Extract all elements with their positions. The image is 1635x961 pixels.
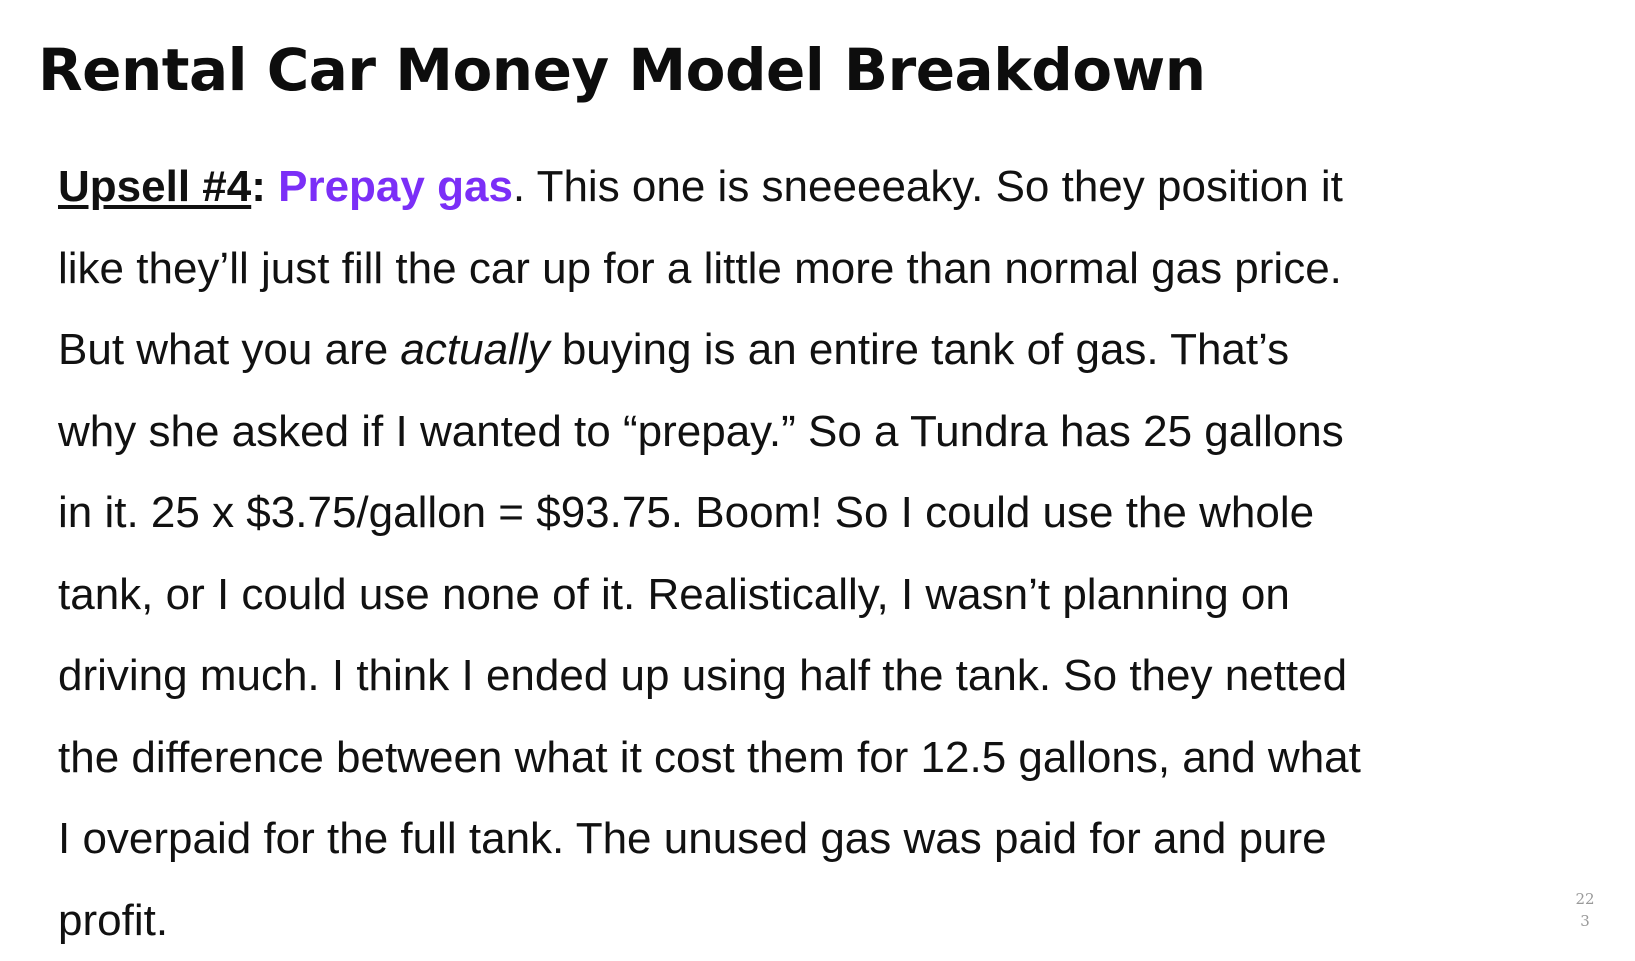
paragraph-line-1: Upsell #4: Prepay gas. This one is sneee… (58, 146, 1578, 228)
paragraph-line-5: in it. 25 x $3.75/gallon = $93.75. Boom!… (58, 472, 1578, 554)
upsell-label: Upsell #4 (58, 162, 251, 211)
line-3-after: buying is an entire tank of gas. That’s (550, 325, 1290, 374)
upsell-colon: : (251, 162, 266, 211)
paragraph-line-7: driving much. I think I ended up using h… (58, 635, 1578, 717)
paragraph-line-3: But what you are actually buying is an e… (58, 309, 1578, 391)
line-3-before: But what you are (58, 325, 400, 374)
paragraph-line-8: the difference between what it cost them… (58, 717, 1578, 799)
upsell-highlight: Prepay gas (278, 162, 513, 211)
paragraph-line-6: tank, or I could use none of it. Realist… (58, 554, 1578, 636)
paragraph-line-10: profit. (58, 880, 1578, 961)
line-3-emphasis: actually (400, 325, 549, 374)
body-paragraph: Upsell #4: Prepay gas. This one is sneee… (58, 146, 1578, 961)
slide-title: Rental Car Money Model Breakdown (38, 36, 1206, 104)
paragraph-line-9: I overpaid for the full tank. The unused… (58, 798, 1578, 880)
page-number: 22 3 (1573, 888, 1597, 932)
paragraph-line-2: like they’ll just fill the car up for a … (58, 228, 1578, 310)
slide: Rental Car Money Model Breakdown Upsell … (0, 0, 1635, 938)
line-1-text: . This one is sneeeeaky. So they positio… (513, 162, 1343, 211)
paragraph-line-4: why she asked if I wanted to “prepay.” S… (58, 391, 1578, 473)
